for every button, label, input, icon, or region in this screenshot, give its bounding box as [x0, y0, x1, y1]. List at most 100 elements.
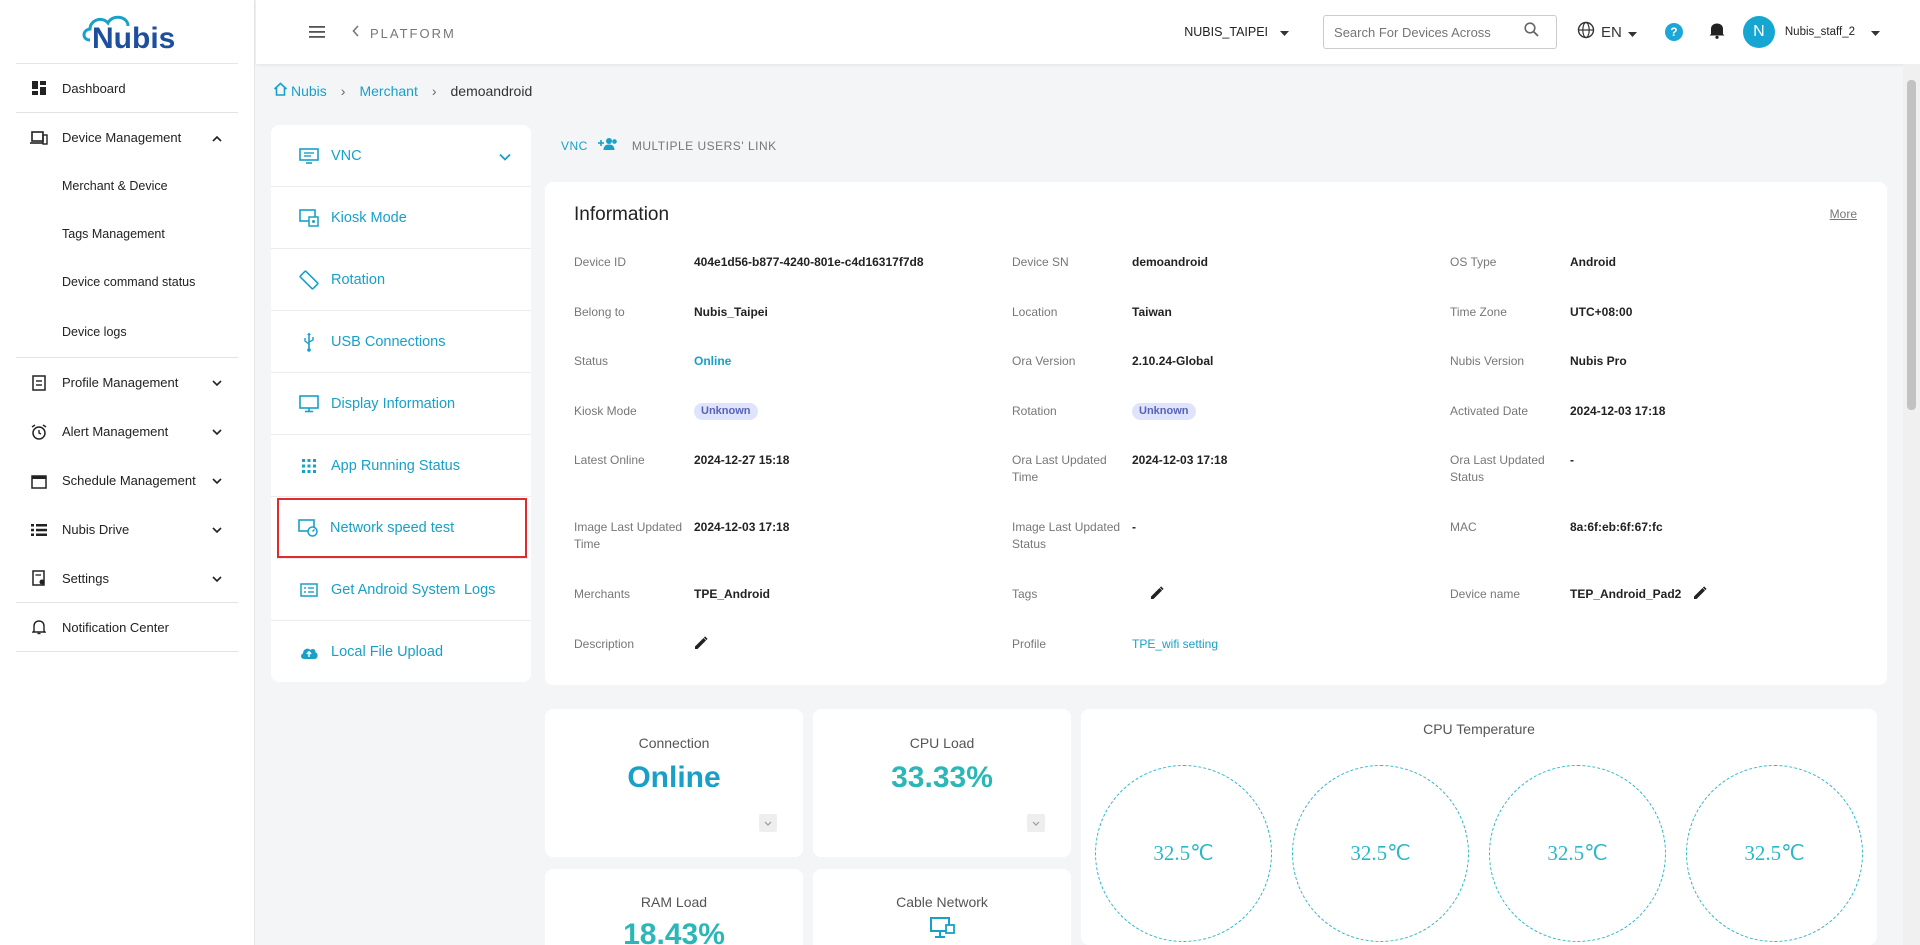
- sidebar-item-label: Device command status: [62, 275, 196, 289]
- sidebar-item-schedule-management[interactable]: Schedule Management: [16, 456, 238, 505]
- chevron-down-icon: [212, 571, 222, 586]
- network-speed-icon: [298, 518, 318, 538]
- field-activated-date: Activated Date 2024-12-03 17:18: [1450, 403, 1665, 420]
- menu-item-label: Rotation: [331, 271, 386, 288]
- apps-grid-icon: [299, 456, 319, 476]
- chevron-down-icon: [499, 149, 511, 165]
- device-search: [1323, 15, 1558, 49]
- expand-icon[interactable]: [759, 814, 777, 832]
- sidebar-item-merchant-device[interactable]: Merchant & Device: [16, 162, 238, 210]
- menu-item-display-information[interactable]: Display Information: [271, 373, 531, 435]
- stat-title: Cable Network: [896, 894, 988, 910]
- help-icon[interactable]: ?: [1664, 23, 1683, 41]
- breadcrumb-home[interactable]: Nubis: [291, 82, 327, 99]
- chevron-down-icon: [212, 375, 222, 390]
- menu-item-get-android-system-logs[interactable]: Get Android System Logs: [271, 559, 531, 621]
- org-selector[interactable]: NUBIS_TAIPEI: [1184, 25, 1290, 39]
- field-time-zone: Time Zone UTC+08:00: [1450, 304, 1632, 321]
- sidebar-item-tags-management[interactable]: Tags Management: [16, 210, 238, 258]
- edit-device-name-icon[interactable]: [1693, 586, 1707, 603]
- field-label: Profile: [1012, 637, 1047, 651]
- avatar[interactable]: N: [1742, 16, 1775, 48]
- field-value: 2.10.24-Global: [1132, 354, 1214, 368]
- field-label: Device name: [1450, 587, 1521, 601]
- sidebar-item-label: Settings: [62, 570, 109, 586]
- sidebar-item-profile-management[interactable]: Profile Management: [16, 358, 238, 407]
- sidebar-item-settings[interactable]: Settings: [16, 554, 238, 603]
- scrollbar-thumb[interactable]: [1907, 80, 1916, 410]
- field-label: Image Last Updated Time: [574, 520, 683, 551]
- menu-item-network-speed-test[interactable]: Network speed test: [276, 497, 528, 559]
- menu-item-label: Kiosk Mode: [331, 209, 407, 226]
- field-label: Kiosk Mode: [574, 404, 637, 418]
- expand-icon[interactable]: [1027, 814, 1045, 832]
- search-input[interactable]: [1334, 24, 1525, 40]
- add-users-icon[interactable]: [597, 137, 618, 154]
- field-mac: MAC 8a:6f:eb:6f:67:fc: [1450, 519, 1663, 536]
- sidebar-item-dashboard[interactable]: Dashboard: [16, 64, 238, 113]
- caret-down-icon: [1280, 25, 1290, 39]
- tab-multiple-users-link[interactable]: MULTIPLE USERS' LINK: [631, 138, 777, 153]
- menu-item-usb-connections[interactable]: USB Connections: [271, 311, 531, 373]
- sidebar-item-device-command-status[interactable]: Device command status: [16, 258, 238, 306]
- sidebar-item-label: Tags Management: [62, 227, 165, 241]
- scrollbar[interactable]: [1903, 64, 1920, 945]
- top-bar: PLATFORM NUBIS_TAIPEI EN ? N Nubis_staff…: [256, 0, 1920, 64]
- svg-text:Nubis: Nubis: [92, 22, 175, 54]
- caret-down-icon[interactable]: [1871, 23, 1880, 41]
- tab-vnc[interactable]: VNC: [561, 138, 588, 153]
- sidebar-item-label: Device Management: [62, 130, 182, 145]
- field-ora-last-updated-status: Ora Last Updated Status -: [1450, 452, 1574, 486]
- chevron-down-icon: [212, 522, 222, 537]
- field-label: Activated Date: [1450, 404, 1529, 418]
- nubis-logo[interactable]: Nubis: [16, 0, 238, 64]
- sidebar-item-nubis-drive[interactable]: Nubis Drive: [16, 505, 238, 554]
- platform-back[interactable]: PLATFORM: [352, 24, 456, 42]
- field-label: Description: [574, 637, 635, 651]
- cpu-temperature-card: CPU Temperature 32.5℃ 32.5℃ 32.5℃ 32.5℃: [1081, 709, 1877, 945]
- menu-icon[interactable]: [309, 25, 325, 43]
- profile-link[interactable]: TPE_wifi setting: [1132, 637, 1219, 651]
- sidebar-item-label: Alert Management: [62, 424, 169, 439]
- search-icon[interactable]: [1524, 22, 1539, 42]
- sidebar-item-label: Schedule Management: [62, 473, 196, 488]
- cpu-load-value: 33.33%: [891, 761, 993, 794]
- edit-description-icon[interactable]: [694, 636, 708, 653]
- field-label: Time Zone: [1450, 305, 1507, 319]
- field-location: Location Taiwan: [1012, 304, 1172, 321]
- stat-title: CPU Load: [909, 735, 975, 751]
- field-label: Device ID: [574, 255, 627, 269]
- field-merchants: Merchants TPE_Android: [574, 586, 770, 603]
- ram-load-card: RAM Load 18.43%: [545, 869, 803, 945]
- home-icon[interactable]: [273, 82, 288, 99]
- platform-label: PLATFORM: [370, 25, 456, 41]
- notification-bell-icon[interactable]: [1709, 21, 1725, 44]
- cloud-upload-icon: [299, 642, 319, 662]
- username[interactable]: Nubis_staff_2: [1784, 26, 1855, 38]
- status-badge: Unknown: [1132, 403, 1196, 420]
- sidebar-item-notification-center[interactable]: Notification Center: [16, 603, 238, 652]
- sidebar-item-device-logs[interactable]: Device logs: [16, 306, 238, 358]
- cpu-temp-gauge: 32.5℃: [1489, 765, 1666, 942]
- top-bar-right: NUBIS_TAIPEI EN ? N Nubis_staff_2: [1184, 0, 1920, 64]
- information-card: Information More Device ID 404e1d56-b877…: [545, 182, 1887, 685]
- field-label: Tags: [1012, 587, 1038, 601]
- stat-title: RAM Load: [640, 894, 708, 910]
- menu-item-vnc[interactable]: VNC: [271, 125, 531, 187]
- sidebar-item-device-management[interactable]: Device Management: [16, 113, 238, 162]
- sidebar-item-alert-management[interactable]: Alert Management: [16, 407, 238, 456]
- breadcrumb-merchant[interactable]: Merchant: [359, 82, 418, 99]
- menu-item-app-running-status[interactable]: App Running Status: [271, 435, 531, 497]
- more-link[interactable]: More: [1829, 207, 1857, 221]
- menu-item-kiosk-mode[interactable]: Kiosk Mode: [271, 187, 531, 249]
- sidebar-item-label: Notification Center: [62, 619, 169, 635]
- language-label: EN: [1601, 23, 1622, 41]
- field-os-type: OS Type Android: [1450, 254, 1616, 271]
- field-value: 2024-12-03 17:18: [1132, 453, 1228, 467]
- edit-tags-icon[interactable]: [1150, 586, 1164, 603]
- field-label: Ora Last Updated Status: [1450, 453, 1545, 484]
- field-label: Device SN: [1012, 255, 1069, 269]
- menu-item-rotation[interactable]: Rotation: [271, 249, 531, 311]
- language-selector[interactable]: EN: [1577, 21, 1637, 43]
- menu-item-local-file-upload[interactable]: Local File Upload: [271, 621, 531, 683]
